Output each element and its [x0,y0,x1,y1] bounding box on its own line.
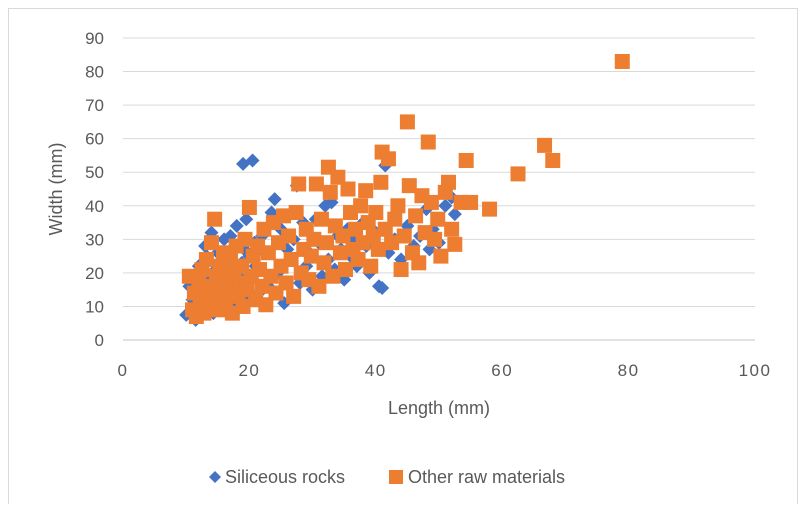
point-other-raw-materials [319,235,335,251]
y-tick-label: 10 [85,297,104,316]
point-other-raw-materials [368,204,384,220]
point-other-raw-materials [427,231,443,247]
legend-square-marker [389,470,403,484]
point-other-raw-materials [545,152,561,168]
point-other-raw-materials [365,228,381,244]
point-other-raw-materials [411,255,427,271]
point-other-raw-materials [288,204,304,220]
point-other-raw-materials [203,235,219,251]
x-tick-label: 60 [491,361,513,380]
point-siliceous-rocks [447,207,462,222]
y-tick-label: 50 [85,163,104,182]
x-tick-label: 40 [365,361,387,380]
point-other-raw-materials [340,181,356,197]
point-other-raw-materials [337,262,353,278]
point-other-raw-materials [291,176,307,192]
point-other-raw-materials [258,297,274,313]
point-other-raw-materials [308,176,324,192]
point-other-raw-materials [399,114,415,130]
point-other-raw-materials [390,198,406,214]
point-other-raw-materials [313,211,329,227]
point-other-raw-materials [363,258,379,274]
x-tick-label: 20 [238,361,260,380]
point-other-raw-materials [444,221,460,237]
y-tick-label: 30 [85,230,104,249]
point-other-raw-materials [537,137,553,153]
chart-frame [8,8,798,504]
point-other-raw-materials [458,152,474,168]
point-other-raw-materials [350,251,366,267]
point-other-raw-materials [332,245,348,261]
point-other-raw-materials [430,211,446,227]
point-other-raw-materials [330,169,346,185]
point-other-raw-materials [387,211,403,227]
series-other-raw-materials [181,53,630,325]
x-tick-label: 80 [618,361,640,380]
y-tick-label: 70 [85,96,104,115]
point-other-raw-materials [420,134,436,150]
point-other-raw-materials [401,178,417,194]
legend-diamond-marker [209,471,221,483]
point-other-raw-materials [235,298,251,314]
point-other-raw-materials [222,251,238,267]
point-other-raw-materials [380,151,396,167]
point-other-raw-materials [303,248,319,264]
point-other-raw-materials [348,221,364,237]
y-axis-title: Width (mm) [46,143,66,236]
point-other-raw-materials [278,275,294,291]
point-other-raw-materials [447,236,463,252]
point-other-raw-materials [510,166,526,182]
y-axis-ticks: 0 10 20 30 40 50 60 70 80 90 [85,29,104,350]
point-other-raw-materials [325,268,341,284]
point-siliceous-rocks [245,153,260,168]
point-other-raw-materials [276,208,292,224]
point-other-raw-materials [373,174,389,190]
y-tick-label: 90 [85,29,104,48]
point-siliceous-rocks [375,280,390,295]
point-other-raw-materials [322,184,338,200]
x-tick-label: 100 [739,361,772,380]
point-other-raw-materials [482,201,498,217]
point-other-raw-materials [198,251,214,267]
point-siliceous-rocks [267,192,282,207]
point-other-raw-materials [358,183,374,199]
x-axis-ticks: 0 20 40 60 80 100 [118,361,772,380]
y-tick-label: 20 [85,264,104,283]
point-other-raw-materials [408,208,424,224]
point-other-raw-materials [252,262,268,278]
x-tick-label: 0 [118,361,129,380]
point-other-raw-materials [440,174,456,190]
y-tick-label: 60 [85,130,104,149]
point-other-raw-materials [393,262,409,278]
point-other-raw-materials [207,211,223,227]
point-other-raw-materials [335,228,351,244]
point-other-raw-materials [433,248,449,264]
legend-label-other-raw-materials: Other raw materials [408,467,565,487]
point-other-raw-materials [283,251,299,267]
point-other-raw-materials [370,241,386,257]
point-other-raw-materials [281,228,297,244]
point-other-raw-materials [316,255,332,271]
y-tick-label: 80 [85,63,104,82]
point-other-raw-materials [286,288,302,304]
legend: Siliceous rocks Other raw materials [209,467,565,487]
y-tick-label: 40 [85,197,104,216]
point-other-raw-materials [614,53,630,69]
point-other-raw-materials [423,194,439,210]
point-other-raw-materials [237,231,253,247]
point-other-raw-materials [353,198,369,214]
point-other-raw-materials [384,235,400,251]
point-other-raw-materials [311,278,327,294]
x-axis-title: Length (mm) [388,398,490,418]
point-siliceous-rocks [229,218,244,233]
y-tick-label: 0 [95,331,104,350]
point-other-raw-materials [463,194,479,210]
point-other-raw-materials [241,199,257,215]
point-other-raw-materials [306,231,322,247]
point-other-raw-materials [396,228,412,244]
point-siliceous-rocks [438,198,453,213]
legend-label-siliceous-rocks: Siliceous rocks [225,467,345,487]
point-siliceous-rocks [239,212,254,227]
